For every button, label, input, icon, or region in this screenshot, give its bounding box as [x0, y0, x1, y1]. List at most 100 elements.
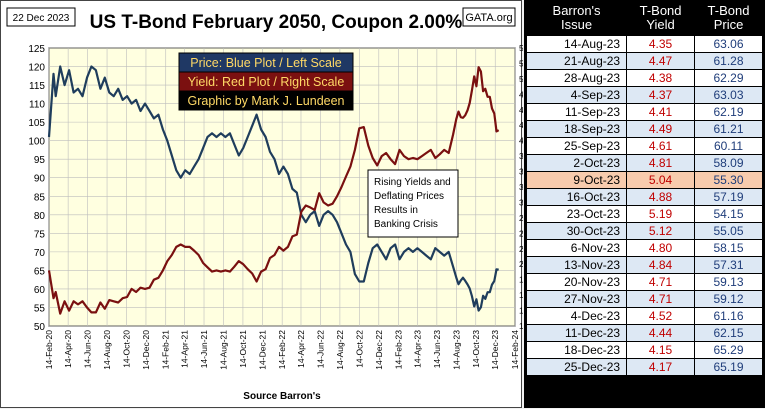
table-row: 21-Aug-23 4.47 61.28 [527, 53, 762, 69]
x-tick-label: 14-Dec-20 [141, 330, 151, 370]
chart-title: US T-Bond February 2050, Coupon 2.00% [90, 12, 463, 33]
x-tick-label: 14-Oct-22 [354, 330, 364, 368]
x-tick-label: 14-Aug-22 [335, 330, 345, 370]
x-tick-label: 14-Dec-23 [490, 330, 500, 370]
yield-cell: 5.04 [627, 172, 695, 188]
x-tick-label: 14-Aug-23 [451, 330, 461, 370]
right-tick-label: 5.25 [519, 58, 523, 68]
issue-date-cell: 13-Nov-23 [527, 257, 627, 273]
legend-credit: Graphic by Mark J. Lundeen [187, 94, 344, 108]
yield-cell: 4.49 [627, 121, 695, 137]
x-tick-label: 14-Feb-20 [44, 330, 54, 369]
issue-date-cell: 25-Sep-23 [527, 138, 627, 154]
x-tick-label: 14-Oct-20 [122, 330, 132, 368]
yield-price-table-panel: Barron's Issue T-Bond Yield T-Bond Price 14… [524, 0, 765, 408]
right-tick-label: 4.25 [519, 120, 523, 130]
yield-cell: 4.88 [627, 189, 695, 205]
legend-price: Price: Blue Plot / Left Scale [190, 56, 342, 70]
x-tick-label: 14-Jun-22 [315, 330, 325, 369]
chart-date: 22 Dec 2023 [13, 13, 70, 24]
x-tick-label: 14-Oct-23 [471, 330, 481, 368]
x-tick-label: 14-Jun-21 [199, 330, 209, 369]
left-tick-label: 70 [34, 248, 46, 259]
issue-date-cell: 18-Dec-23 [527, 342, 627, 358]
issue-date-cell: 14-Aug-23 [527, 36, 627, 52]
table-row: 23-Oct-23 5.19 54.15 [527, 206, 762, 222]
annotation-line-4: Banking Crisis [374, 219, 438, 230]
x-tick-label: 14-Apr-22 [296, 330, 306, 368]
x-tick-label: 14-Dec-21 [257, 330, 267, 370]
price-cell: 61.16 [695, 308, 762, 324]
yield-cell: 4.71 [627, 291, 695, 307]
table-row: 18-Dec-23 4.15 65.29 [527, 342, 762, 358]
left-tick-label: 50 [34, 322, 46, 333]
right-tick-label: 1.25 [519, 306, 523, 316]
x-tick-label: 14-Aug-21 [218, 330, 228, 370]
price-cell: 62.29 [695, 70, 762, 86]
right-tick-label: 3.75 [519, 151, 523, 161]
issue-date-cell: 28-Aug-23 [527, 70, 627, 86]
date-box [6, 7, 76, 27]
issue-date-cell: 21-Aug-23 [527, 53, 627, 69]
table-row: 4-Dec-23 4.52 61.16 [527, 308, 762, 324]
legend-credit-box [178, 90, 354, 111]
x-axis-source-label: Source Barron's [243, 391, 321, 402]
yield-cell: 4.84 [627, 257, 695, 273]
price-cell: 57.31 [695, 257, 762, 273]
issue-date-cell: 16-Oct-23 [527, 189, 627, 205]
left-tick-label: 60 [34, 285, 46, 296]
annotation-box [367, 169, 459, 238]
series-layer [47, 65, 500, 315]
price-cell: 62.19 [695, 104, 762, 120]
right-tick-label: 3.00 [519, 197, 523, 207]
yield-cell: 5.19 [627, 206, 695, 222]
x-tick-label: 14-Aug-20 [102, 330, 112, 370]
price-cell: 61.28 [695, 53, 762, 69]
gata-logo: GATA.org [465, 12, 512, 24]
yield-cell: 4.41 [627, 104, 695, 120]
table-row: 16-Oct-23 4.88 57.19 [527, 189, 762, 205]
left-tick-label: 65 [34, 266, 46, 277]
table-row: 14-Aug-23 4.35 63.06 [527, 36, 762, 52]
right-tick-label: 3.50 [519, 167, 523, 177]
table-row: 25-Dec-23 4.17 65.19 [527, 359, 762, 375]
yield-cell: 4.47 [627, 53, 695, 69]
x-tick-label: 14-Feb-21 [161, 330, 171, 369]
yield-cell: 4.80 [627, 240, 695, 256]
yield-cell: 4.52 [627, 308, 695, 324]
price-cell: 55.05 [695, 223, 762, 239]
issue-date-cell: 20-Nov-23 [527, 274, 627, 290]
table-row: 4-Sep-23 4.37 63.03 [527, 87, 762, 103]
left-tick-label: 85 [34, 192, 46, 203]
right-tick-label: 2.75 [519, 213, 523, 223]
table-header-row: Barron's Issue T-Bond Yield T-Bond Price [527, 3, 762, 35]
issue-date-cell: 11-Dec-23 [527, 325, 627, 341]
yield-cell: 4.15 [627, 342, 695, 358]
x-tick-label: 14-Apr-20 [63, 330, 73, 368]
chart-panel: 50 55 60 65 70 75 80 85 90 95 100 105 110 115 120 125 1… [0, 0, 523, 408]
yield-cell: 5.12 [627, 223, 695, 239]
price-cell: 63.06 [695, 36, 762, 52]
right-tick-label: 3.25 [519, 182, 523, 192]
right-tick-label: 1.50 [519, 290, 523, 300]
price-cell: 57.19 [695, 189, 762, 205]
header-price: T-Bond Price [695, 3, 762, 35]
price-cell: 58.15 [695, 240, 762, 256]
price-cell: 55.30 [695, 172, 762, 188]
x-tick-label: 14-Feb-23 [394, 330, 404, 369]
price-cell: 62.15 [695, 325, 762, 341]
left-tick-label: 110 [29, 100, 45, 111]
x-tick-label: 14-Apr-21 [180, 330, 190, 368]
left-tick-label: 105 [28, 118, 45, 129]
header-issue: Barron's Issue [527, 3, 627, 35]
x-tick-label: 14-Jun-20 [83, 330, 93, 369]
right-yield-axis: 1.00 1.25 1.50 1.75 2.00 2.25 2.50 2.75 3.00 3.25… [519, 43, 523, 331]
issue-date-cell: 27-Nov-23 [527, 291, 627, 307]
issue-date-cell: 23-Oct-23 [527, 206, 627, 222]
annotation-line-2: Deflating Prices [374, 191, 444, 202]
price-cell: 65.29 [695, 342, 762, 358]
annotation-line-1: Rising Yields and [374, 177, 451, 188]
x-tick-label: 14-Apr-23 [412, 330, 422, 368]
x-tick-label: 14-Dec-22 [374, 330, 384, 370]
gata-logo-box [462, 7, 516, 27]
